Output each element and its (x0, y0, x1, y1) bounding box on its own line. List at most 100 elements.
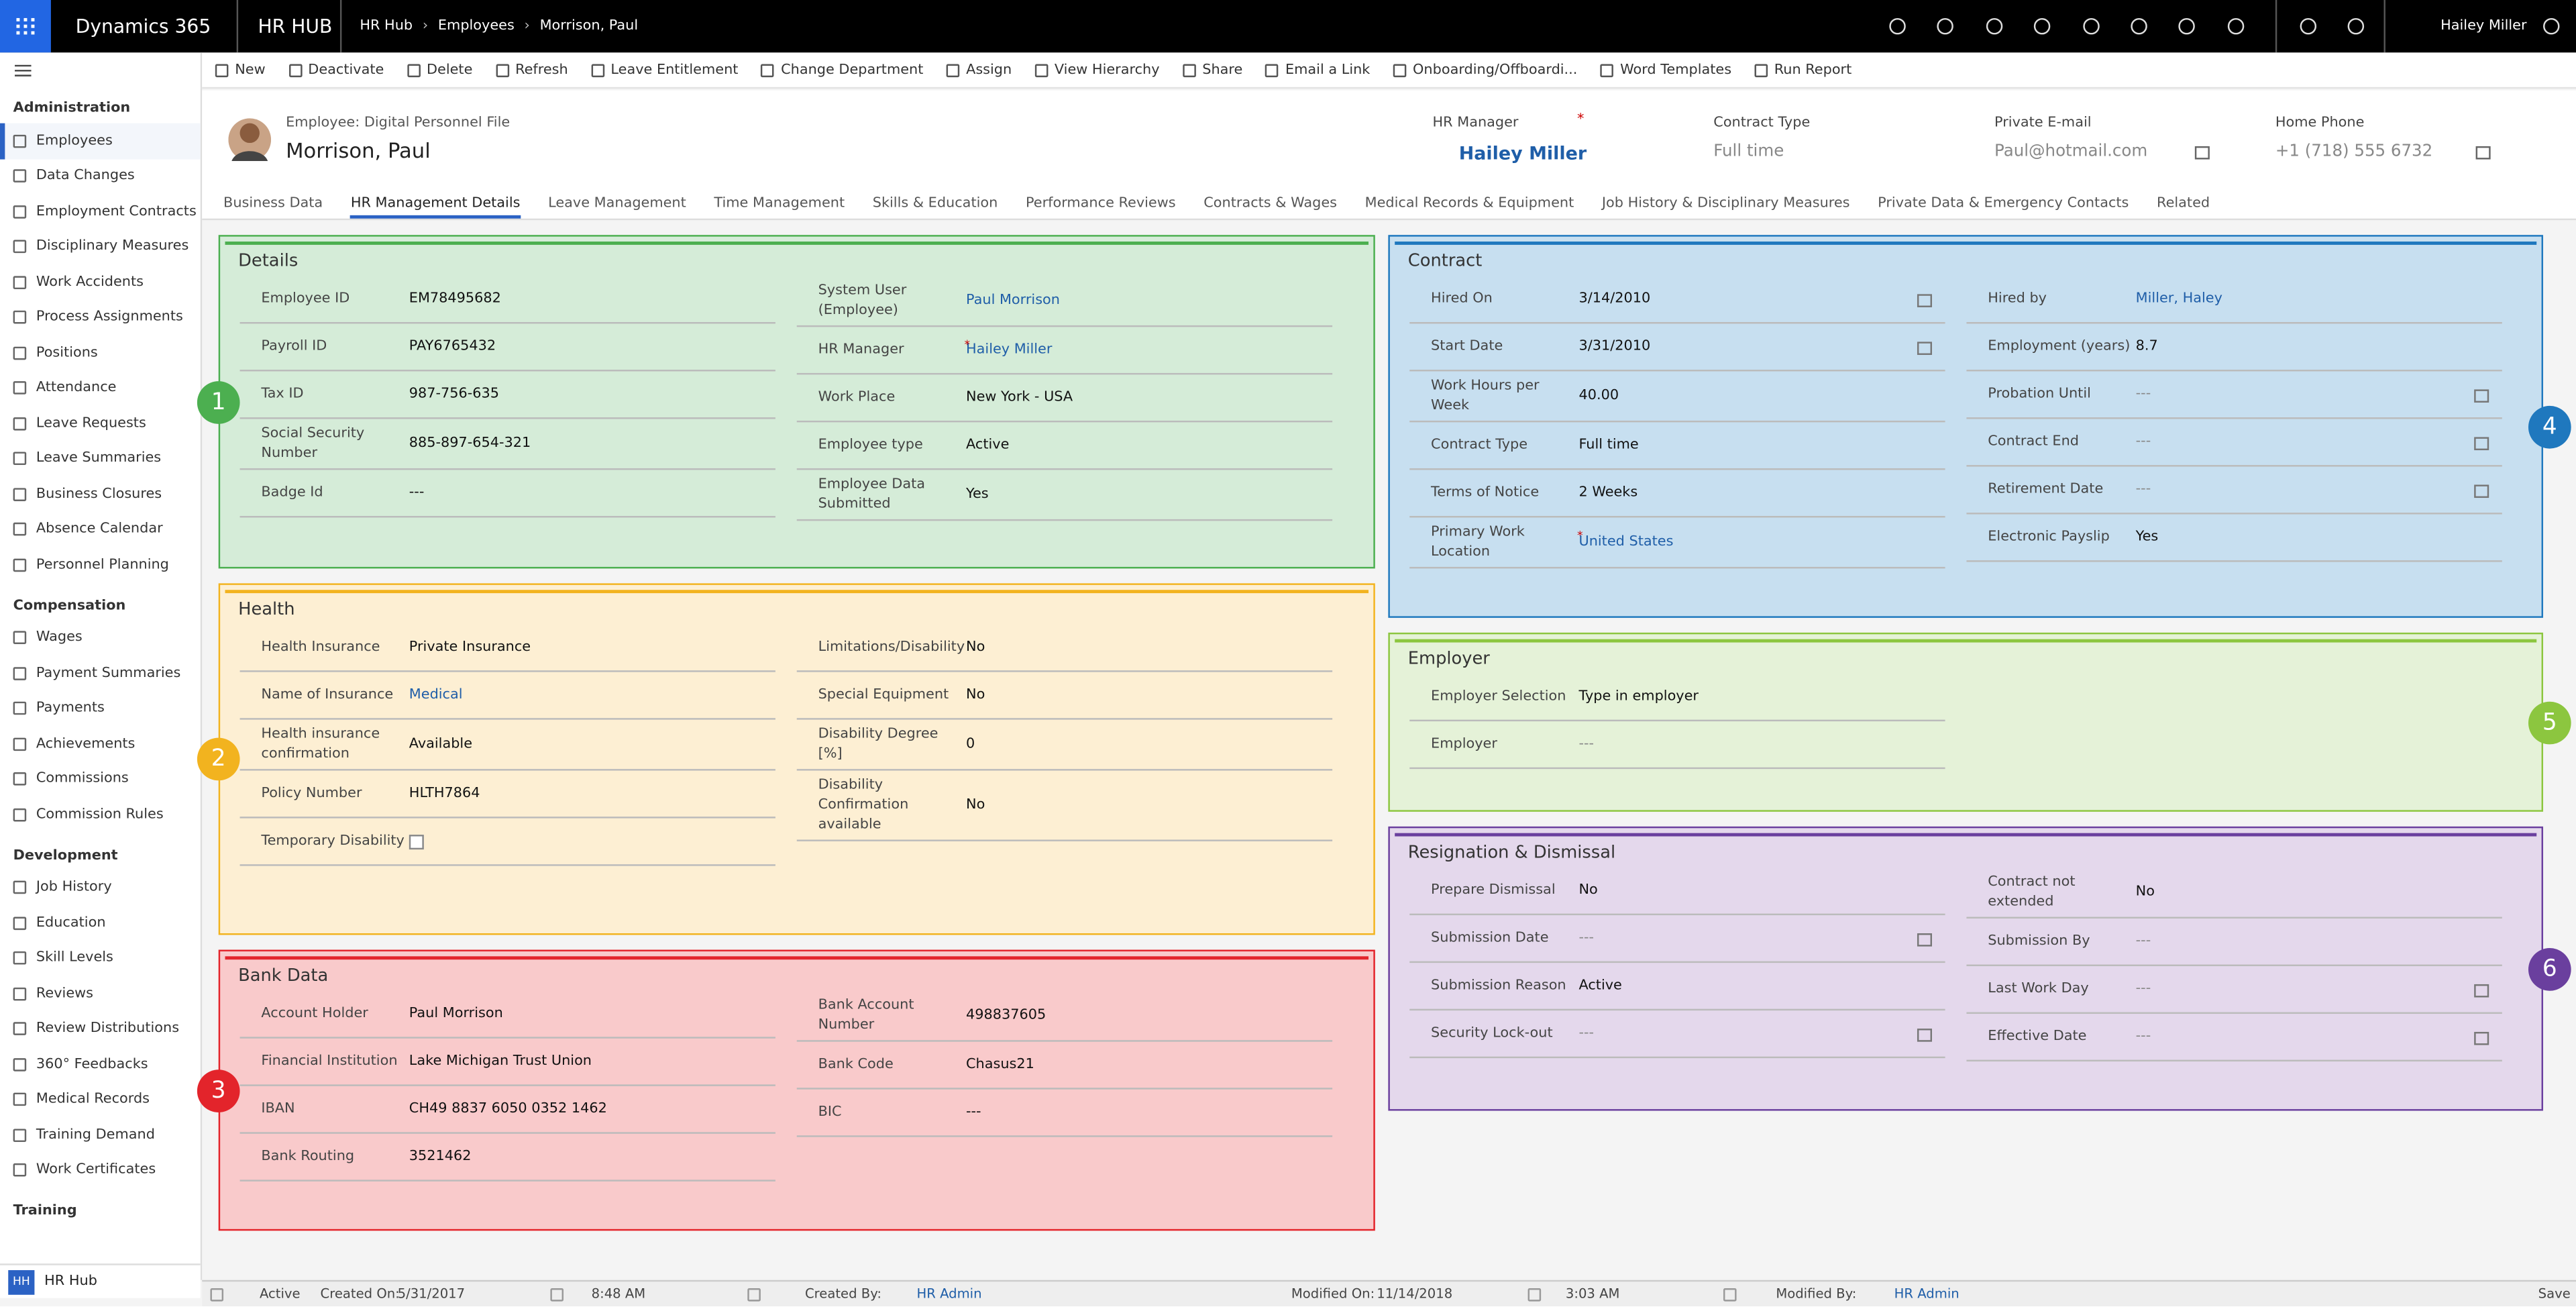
nav-item[interactable]: Achievements (0, 726, 201, 762)
calendar-icon[interactable] (1917, 294, 1933, 307)
calendar-icon[interactable] (2474, 389, 2489, 403)
command-button[interactable]: View Hierarchy (1034, 62, 1160, 78)
nav-item[interactable]: Payments (0, 691, 201, 727)
calendar-icon[interactable] (1917, 342, 1933, 355)
command-button[interactable]: Run Report (1754, 62, 1851, 78)
top-icon[interactable] (2227, 17, 2245, 35)
command-button[interactable]: Word Templates (1600, 62, 1731, 78)
field-row: BIC --- (796, 1090, 1333, 1137)
calendar-icon[interactable] (1917, 933, 1933, 947)
nav-label: Positions (36, 344, 98, 362)
calendar-icon[interactable] (2474, 484, 2489, 499)
command-button[interactable]: New (215, 62, 266, 78)
tab[interactable]: Performance Reviews (1025, 195, 1176, 212)
tab[interactable]: Related (2157, 195, 2210, 212)
nav-item[interactable]: Personnel Planning (0, 547, 201, 583)
app-launcher[interactable] (0, 0, 51, 53)
calendar-icon[interactable] (2474, 1031, 2489, 1045)
nav-item[interactable]: Employees (0, 123, 201, 159)
tab[interactable]: Job History & Disciplinary Measures (1601, 195, 1850, 212)
field-value[interactable]: Miller, Haley (2135, 291, 2222, 307)
top-icon[interactable] (2131, 17, 2147, 35)
breadcrumb-item[interactable]: HR Hub (360, 17, 413, 35)
tab[interactable]: Contracts & Wages (1203, 195, 1338, 212)
top-icon[interactable] (2300, 17, 2317, 35)
form-selector[interactable]: Employee: Digital Personnel File (286, 115, 511, 132)
field-value: CH49 8837 6050 0352 1462 (409, 1100, 607, 1118)
status-text[interactable]: Save (2538, 1286, 2571, 1302)
nav-item[interactable]: Education (0, 905, 201, 941)
tab[interactable]: Business Data (223, 195, 323, 212)
nav-item[interactable]: Commission Rules (0, 797, 201, 833)
nav-icon (13, 275, 27, 289)
top-icon[interactable] (2347, 17, 2365, 35)
nav-item[interactable]: Review Distributions (0, 1011, 201, 1047)
field-value: --- (1578, 1025, 1595, 1042)
nav-item[interactable]: 360° Feedbacks (0, 1047, 201, 1082)
top-icon[interactable] (1986, 17, 2003, 35)
top-icon[interactable] (1889, 17, 1906, 35)
nav-item[interactable]: Wages (0, 620, 201, 656)
tab[interactable]: Private Data & Emergency Contacts (1878, 195, 2129, 212)
command-button[interactable]: Share (1182, 62, 1242, 78)
area-badge: HH (8, 1270, 35, 1295)
nav-item[interactable]: Leave Requests (0, 406, 201, 441)
command-button[interactable]: Assign (946, 62, 1012, 78)
field-action-icon[interactable] (2475, 146, 2491, 160)
field-value: 498837605 (966, 1007, 1046, 1024)
command-button[interactable]: Onboarding/Offboardi... (1393, 62, 1577, 78)
nav-item[interactable]: Commissions (0, 762, 201, 797)
tab[interactable]: Time Management (714, 195, 845, 212)
nav-item[interactable]: Attendance (0, 370, 201, 406)
nav-item[interactable]: Skill Levels (0, 941, 201, 976)
field-value[interactable]: Medical (409, 686, 463, 704)
area-name[interactable]: HR HUB (258, 15, 333, 38)
nav-item[interactable]: Training Demand (0, 1117, 201, 1153)
nav-item[interactable]: Medical Records (0, 1082, 201, 1118)
tab[interactable]: Leave Management (548, 195, 686, 212)
breadcrumb-item[interactable]: Morrison, Paul (539, 17, 639, 35)
field-value[interactable]: United States (1578, 533, 1674, 551)
nav-item[interactable]: Payment Summaries (0, 656, 201, 691)
command-button[interactable]: Deactivate (288, 62, 384, 78)
calendar-icon[interactable] (2474, 437, 2489, 451)
command-button[interactable]: Leave Entitlement (591, 62, 738, 78)
nav-item[interactable]: Disciplinary Measures (0, 229, 201, 265)
top-icon[interactable] (2033, 17, 2051, 35)
field-value[interactable]: Hailey Miller (966, 342, 1053, 358)
command-button[interactable]: Email a Link (1265, 62, 1370, 78)
status-text[interactable]: HR Admin (1894, 1286, 1960, 1302)
checkbox[interactable] (409, 833, 424, 849)
nav-item[interactable]: Reviews (0, 976, 201, 1012)
top-icon[interactable] (2178, 17, 2195, 35)
nav-item[interactable]: Job History (0, 870, 201, 906)
tab[interactable]: HR Management Details (350, 189, 521, 219)
top-icon[interactable] (2083, 17, 2100, 35)
top-icon[interactable] (1937, 17, 1953, 35)
command-button[interactable]: Delete (407, 62, 472, 78)
nav-item[interactable]: Work Accidents (0, 264, 201, 300)
breadcrumb-item[interactable]: Employees (437, 17, 515, 35)
nav-item[interactable]: Process Assignments (0, 300, 201, 335)
nav-item[interactable]: Absence Calendar (0, 512, 201, 547)
calendar-icon[interactable] (1917, 1029, 1933, 1042)
nav-item[interactable]: Business Closures (0, 476, 201, 512)
tab[interactable]: Skills & Education (872, 195, 998, 212)
field-value[interactable]: Paul Morrison (966, 292, 1060, 309)
nav-item[interactable]: Data Changes (0, 158, 201, 194)
command-button[interactable]: Refresh (495, 62, 568, 78)
menu-toggle[interactable] (0, 52, 201, 85)
field-action-icon[interactable] (2194, 146, 2210, 160)
top-icon[interactable] (2543, 17, 2560, 35)
user-name[interactable]: Hailey Miller (2440, 17, 2527, 35)
command-button[interactable]: Change Department (761, 62, 923, 78)
nav-item[interactable]: Employment Contracts (0, 194, 201, 229)
calendar-icon[interactable] (2474, 984, 2489, 998)
nav-item[interactable]: Leave Summaries (0, 441, 201, 477)
app-name[interactable]: Dynamics 365 (75, 15, 211, 38)
tab[interactable]: Medical Records & Equipment (1364, 195, 1574, 212)
status-text[interactable]: HR Admin (916, 1286, 982, 1302)
area-switcher[interactable]: HH HR Hub (0, 1263, 201, 1298)
nav-item[interactable]: Work Certificates (0, 1153, 201, 1188)
nav-item[interactable]: Positions (0, 335, 201, 371)
